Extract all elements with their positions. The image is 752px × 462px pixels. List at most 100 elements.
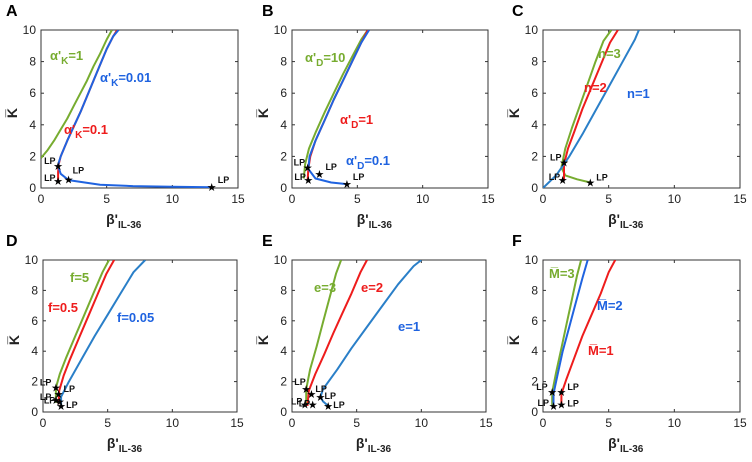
y-tick-label: 2: [29, 149, 36, 163]
y-tick-label: 6: [31, 314, 38, 328]
limit-point-marker: ★: [300, 398, 310, 411]
limit-point-label: LP: [218, 175, 230, 185]
series-line: [563, 30, 619, 181]
y-axis-label: K̅: [255, 335, 271, 345]
x-tick-label: 10: [166, 192, 180, 206]
limit-point-label: LP: [567, 398, 579, 408]
y-tick-label: 10: [525, 23, 539, 37]
limit-point-marker: ★: [54, 388, 64, 401]
y-tick-label: 10: [25, 253, 39, 267]
curve-label: n=1: [627, 86, 650, 101]
y-tick-label: 2: [31, 375, 38, 389]
y-tick-label: 10: [23, 23, 37, 37]
x-axis-label: β'IL-36: [106, 211, 142, 231]
plot-frame: [40, 29, 239, 189]
limit-point-marker: ★: [556, 386, 566, 399]
curve-label: e=2: [361, 280, 383, 295]
limit-point-label: LP: [549, 172, 561, 182]
x-axis-label: β'IL-36: [608, 435, 644, 455]
y-tick-label: 2: [531, 149, 538, 163]
y-tick-label: 4: [280, 118, 287, 132]
panel-letter: B: [262, 3, 274, 20]
plot-frame: [291, 259, 487, 413]
x-tick-label: 15: [479, 416, 493, 430]
x-axis-label: β'IL-36: [107, 435, 143, 455]
x-tick-label: 15: [231, 192, 245, 206]
x-axis-label: β'IL-36: [608, 211, 644, 231]
y-tick-label: 0: [31, 405, 38, 419]
curve-label: n=2: [584, 80, 607, 95]
limit-point-label: LP: [40, 392, 52, 402]
x-tick-label: 5: [353, 416, 360, 430]
y-tick-label: 0: [531, 405, 538, 419]
limit-point-marker: ★: [559, 157, 569, 170]
series-line: [307, 30, 370, 186]
limit-point-marker: ★: [323, 400, 333, 413]
x-tick-label: 5: [605, 192, 612, 206]
series-line: [57, 30, 119, 182]
x-axis-label: β'IL-36: [356, 435, 392, 455]
y-tick-label: 4: [531, 118, 538, 132]
x-tick-label: 10: [668, 192, 682, 206]
limit-point-label: LP: [291, 396, 303, 406]
limit-point-label: LP: [64, 384, 76, 394]
series-line: [560, 30, 613, 184]
series-line: [319, 260, 422, 407]
y-tick-label: 8: [29, 55, 36, 69]
limit-point-marker: ★: [306, 388, 316, 401]
curve-label: f=0.05: [117, 310, 154, 325]
curve-label: f=0.5: [48, 300, 78, 315]
curve-label: M̅=1: [588, 343, 614, 358]
x-tick-label: 0: [38, 192, 45, 206]
series-line: [560, 260, 617, 406]
series-line: [305, 260, 343, 405]
limit-point-marker: ★: [301, 383, 311, 396]
limit-point-label: LP: [294, 172, 306, 182]
x-tick-label: 0: [289, 192, 296, 206]
x-tick-label: 5: [103, 192, 110, 206]
curve-label: n=3: [598, 46, 621, 61]
limit-point-marker: ★: [556, 398, 566, 411]
y-tick-label: 8: [31, 283, 38, 297]
x-tick-label: 5: [605, 416, 612, 430]
curve-label: f=5: [70, 270, 89, 285]
y-tick-label: 6: [280, 314, 287, 328]
limit-point-marker: ★: [549, 400, 559, 413]
series-line: [60, 260, 146, 406]
limit-point-marker: ★: [342, 178, 352, 191]
curve-label: α'K=0.1: [64, 122, 108, 141]
y-axis-label: K̅: [506, 108, 522, 118]
limit-point-label: LP: [44, 173, 56, 183]
curve-label: α'D=0.1: [346, 153, 390, 172]
x-tick-label: 0: [540, 416, 547, 430]
limit-point-label: LP: [353, 172, 365, 182]
y-tick-label: 6: [531, 314, 538, 328]
limit-point-label: LP: [294, 377, 306, 387]
y-tick-label: 10: [274, 23, 288, 37]
limit-point-marker: ★: [303, 174, 313, 187]
y-axis-label: K̅: [6, 335, 22, 345]
panel-letter: A: [6, 3, 18, 20]
panel-letter: E: [262, 233, 273, 250]
limit-point-label: LP: [538, 398, 550, 408]
series-line: [41, 30, 113, 159]
limit-point-marker: ★: [585, 176, 595, 189]
limit-point-marker: ★: [315, 168, 325, 181]
limit-point-label: LP: [66, 400, 78, 410]
x-tick-label: 15: [733, 192, 747, 206]
curve-label: α'K=1: [50, 48, 83, 67]
limit-point-label: LP: [315, 384, 327, 394]
curve-label: α'D=10: [305, 50, 345, 69]
x-tick-label: 15: [733, 416, 747, 430]
series-line: [57, 30, 212, 188]
limit-point-marker: ★: [53, 160, 63, 173]
limit-point-marker: ★: [51, 382, 61, 395]
curve-label: e=1: [398, 319, 420, 334]
y-axis-label: K̅: [506, 335, 522, 345]
curve-label: M̅=3: [549, 266, 575, 281]
series-line: [57, 260, 115, 405]
limit-point-marker: ★: [53, 175, 63, 188]
